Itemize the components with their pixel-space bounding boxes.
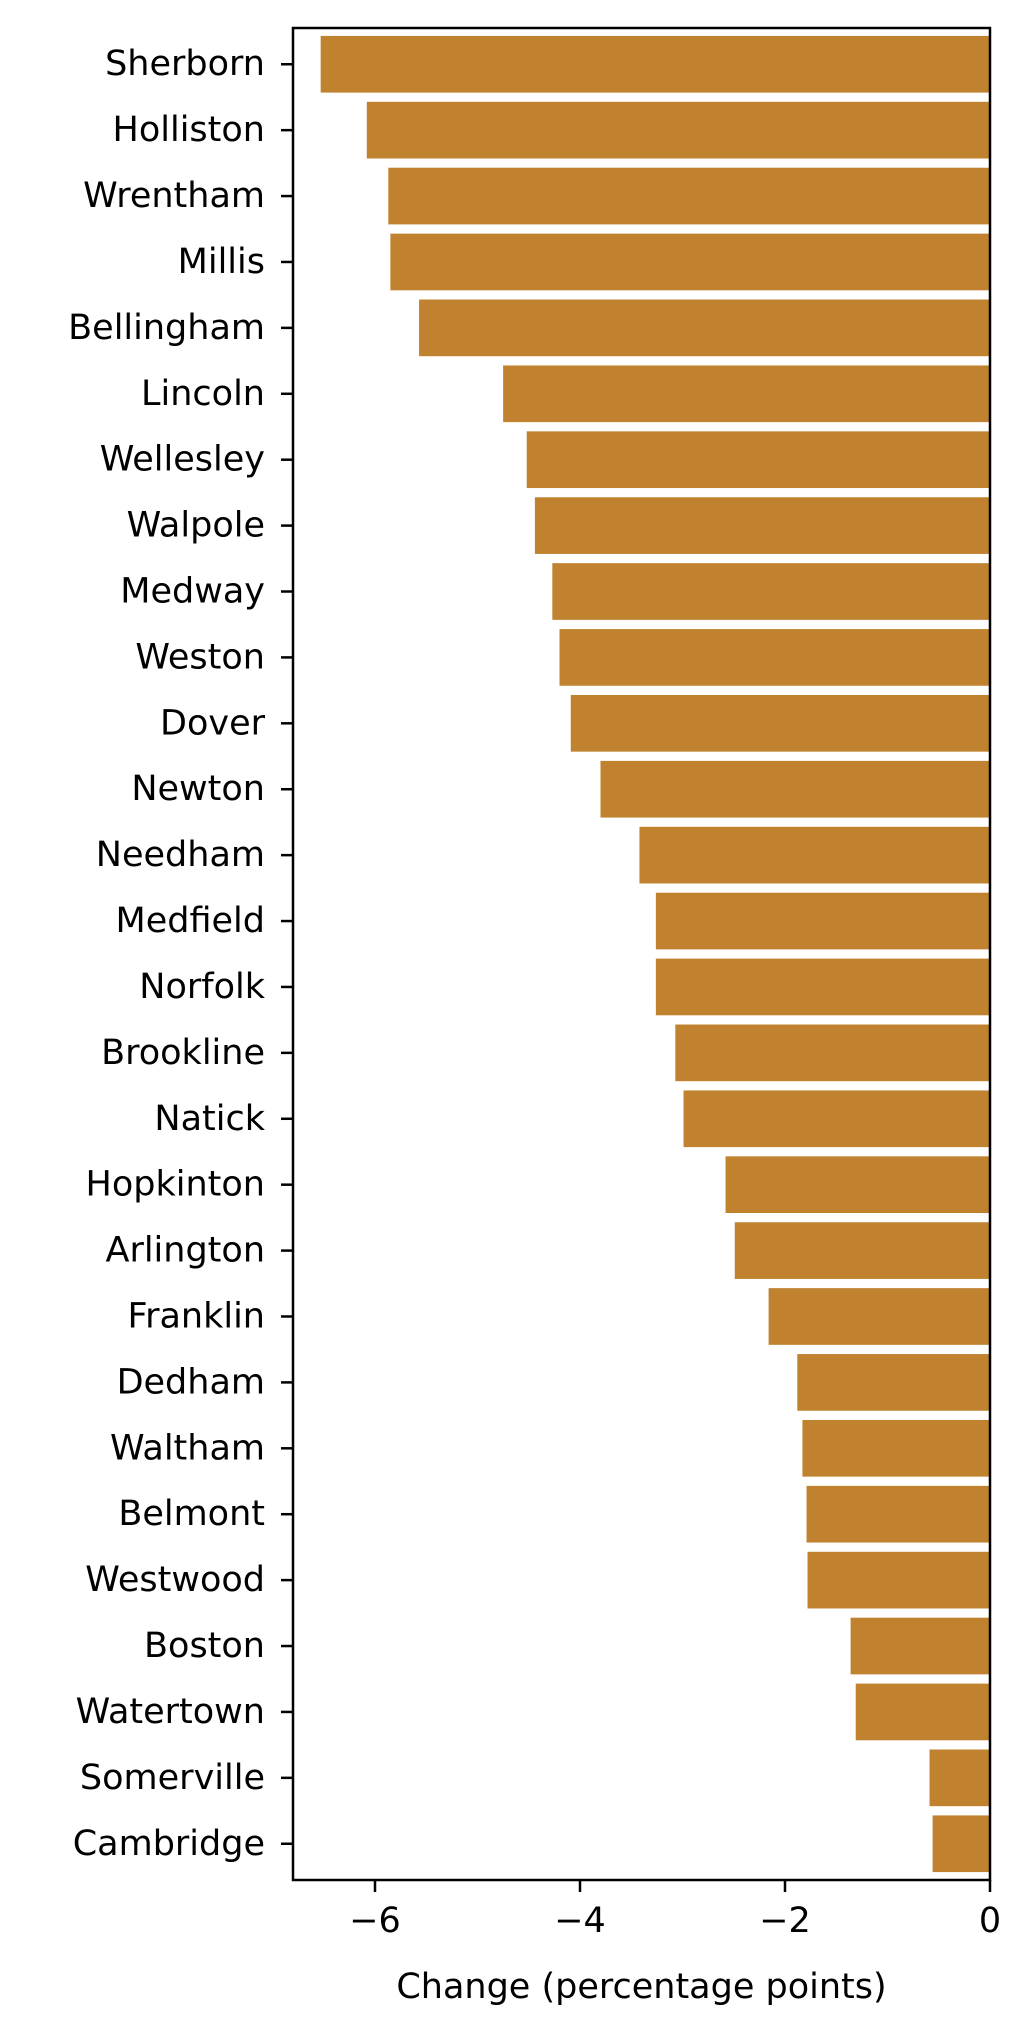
bar-arlington bbox=[734, 1222, 990, 1279]
plot-frame bbox=[291, 26, 992, 1882]
x-axis-label: Change (percentage points) bbox=[396, 1967, 886, 2007]
y-tick-label: Bellingham bbox=[68, 308, 265, 348]
y-tick-label: Dedham bbox=[117, 1362, 265, 1402]
y-tick-label: Newton bbox=[131, 769, 265, 809]
bar-sherborn bbox=[320, 35, 990, 93]
bar-lincoln bbox=[503, 365, 990, 423]
x-axis: −6 −4 −2 0 bbox=[349, 1880, 1001, 1941]
y-tick-label: Sherborn bbox=[105, 44, 265, 84]
bar-cambridge bbox=[932, 1815, 990, 1873]
bar-boston bbox=[850, 1617, 990, 1675]
bar-walpole bbox=[534, 497, 990, 554]
bar-norfolk bbox=[655, 958, 990, 1016]
x-tick-label: −2 bbox=[759, 1901, 811, 1941]
y-tick-label: Needham bbox=[96, 835, 265, 875]
y-axis: Sherborn Holliston Wrentham Millis Bellingha… bbox=[68, 44, 293, 1864]
bar-wellesley bbox=[526, 431, 990, 489]
x-tick-label: 0 bbox=[979, 1901, 1001, 1941]
bar-belmont bbox=[806, 1485, 990, 1543]
y-tick-label: Holliston bbox=[113, 110, 265, 150]
y-tick-label: Millis bbox=[178, 242, 265, 282]
bar-millis bbox=[390, 233, 990, 291]
bar-dedham bbox=[797, 1354, 990, 1411]
bar-natick bbox=[683, 1090, 990, 1148]
y-tick-label: Hopkinton bbox=[86, 1165, 265, 1205]
x-tick-label: −4 bbox=[554, 1901, 606, 1941]
bar-westwood bbox=[807, 1551, 990, 1609]
bar-brookline bbox=[675, 1024, 990, 1082]
bar-bellingham bbox=[419, 299, 990, 357]
y-tick-label: Walpole bbox=[127, 506, 265, 546]
bar-dover bbox=[570, 694, 990, 752]
y-tick-label: Dover bbox=[160, 703, 266, 743]
bar-wrentham bbox=[388, 167, 990, 225]
y-tick-label: Westwood bbox=[85, 1560, 265, 1600]
bar-watertown bbox=[855, 1683, 990, 1741]
y-tick-label: Natick bbox=[154, 1099, 265, 1139]
y-tick-label: Brookline bbox=[101, 1033, 265, 1073]
y-tick-label: Franklin bbox=[127, 1296, 265, 1336]
bar-somerville bbox=[929, 1749, 990, 1807]
bar-waltham bbox=[802, 1419, 990, 1477]
y-tick-label: Weston bbox=[135, 637, 265, 677]
y-tick-label: Somerville bbox=[80, 1758, 265, 1798]
y-tick-label: Boston bbox=[144, 1626, 265, 1666]
x-tick-label: −6 bbox=[349, 1901, 401, 1941]
y-tick-label: Waltham bbox=[110, 1428, 265, 1468]
bar-hopkinton bbox=[725, 1156, 990, 1214]
bar-medway bbox=[552, 563, 990, 620]
y-tick-label: Lincoln bbox=[141, 374, 265, 414]
y-tick-label: Medfield bbox=[116, 901, 265, 941]
y-tick-label: Belmont bbox=[118, 1494, 265, 1534]
y-tick-label: Wrentham bbox=[83, 176, 265, 216]
y-tick-label: Medway bbox=[120, 572, 265, 612]
bar-weston bbox=[559, 629, 990, 686]
bar-medfield bbox=[655, 892, 990, 950]
y-tick-label: Wellesley bbox=[100, 440, 265, 480]
bar-franklin bbox=[768, 1288, 990, 1345]
y-tick-label: Watertown bbox=[76, 1692, 265, 1732]
bar-holliston bbox=[366, 101, 990, 159]
bars-group bbox=[320, 35, 990, 1873]
bar-newton bbox=[600, 760, 990, 818]
bar-needham bbox=[639, 826, 990, 884]
y-tick-label: Arlington bbox=[106, 1231, 266, 1271]
y-tick-label: Norfolk bbox=[139, 967, 265, 1007]
y-tick-label: Cambridge bbox=[73, 1824, 265, 1864]
